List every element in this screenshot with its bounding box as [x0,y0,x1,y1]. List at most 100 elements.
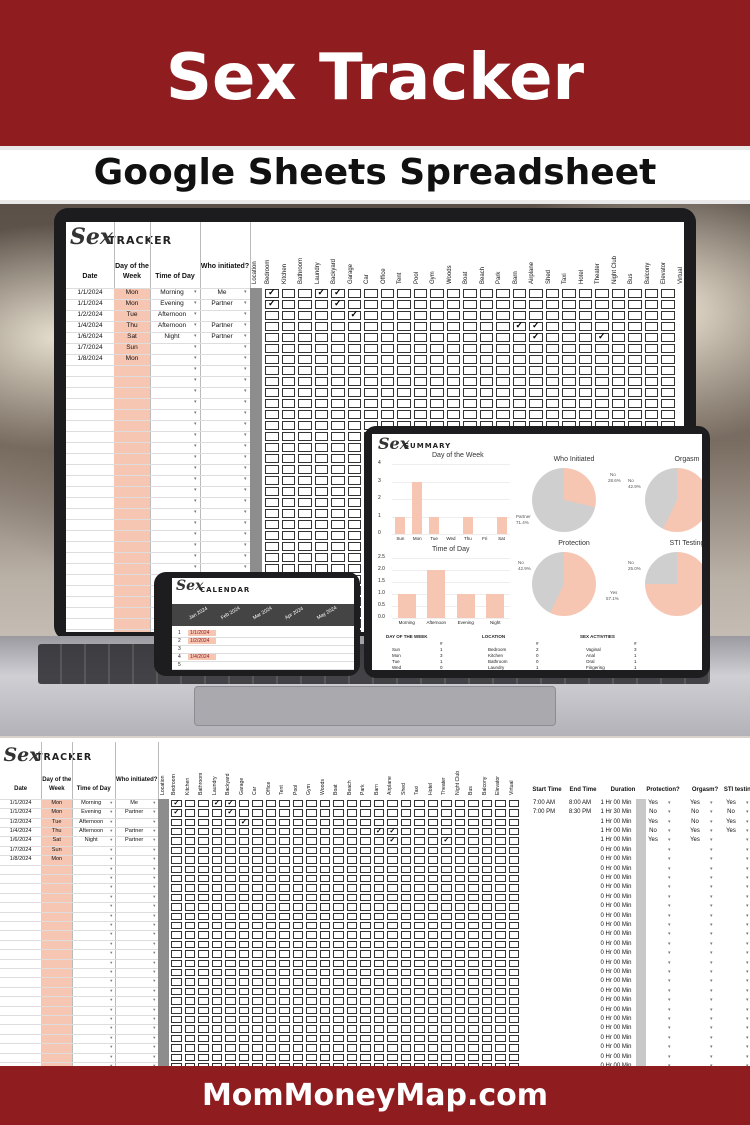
time-dropdown-arrow[interactable]: ▾ [194,531,197,537]
location-checkbox[interactable] [430,410,444,419]
location-checkbox[interactable] [512,355,526,364]
yes-no-dropdown[interactable]: ▾ [668,1053,671,1060]
location-checkbox[interactable] [292,1053,304,1061]
location-checkbox[interactable] [400,846,412,855]
location-checkbox[interactable] [225,959,236,967]
who-dropdown-arrow[interactable]: ▾ [244,399,247,405]
who-dropdown-arrow[interactable]: ▾ [244,432,247,438]
location-checkbox[interactable] [292,874,304,883]
location-checkbox[interactable] [252,827,263,836]
location-checkbox[interactable] [292,865,304,873]
location-checkbox[interactable] [529,366,543,375]
location-checkbox[interactable] [400,987,412,996]
location-checkbox[interactable] [298,520,312,529]
location-checkbox[interactable] [414,865,425,873]
location-checkbox[interactable] [333,940,344,949]
location-checkbox[interactable] [387,931,398,939]
location-checkbox[interactable] [281,410,295,419]
location-checkbox[interactable] [427,950,439,958]
location-checkbox[interactable] [265,399,279,408]
who-dropdown-arrow[interactable]: ▾ [153,912,156,918]
location-checkbox[interactable] [279,959,290,967]
location-checkbox[interactable] [184,837,196,845]
location-checkbox[interactable] [319,1044,331,1052]
yes-no-dropdown[interactable]: ▾ [710,865,713,872]
location-checkbox[interactable] [512,399,526,408]
location-checkbox[interactable] [346,1006,358,1014]
time-dropdown-arrow[interactable]: ▾ [194,300,197,306]
location-checkbox[interactable] [314,333,328,342]
location-checkbox[interactable] [333,809,344,817]
location-checkbox[interactable] [481,865,493,873]
location-checkbox[interactable] [387,1006,398,1014]
yes-no-dropdown[interactable]: ▾ [710,1044,713,1051]
location-checkbox[interactable] [400,903,412,911]
location-checkbox[interactable] [319,997,331,1005]
location-checkbox[interactable] [238,856,250,864]
who-dropdown-arrow[interactable]: ▾ [244,443,247,449]
yes-no-dropdown[interactable]: ▾ [710,987,713,994]
location-checkbox[interactable] [333,884,344,892]
location-checkbox[interactable] [661,399,675,408]
location-checkbox[interactable] [427,997,439,1005]
location-checkbox[interactable] [481,1044,493,1052]
location-checkbox[interactable] [252,1015,263,1024]
location-checkbox[interactable] [298,432,312,441]
location-checkbox[interactable] [661,311,675,320]
location-checkbox[interactable] [171,856,182,864]
location-checkbox[interactable] [508,968,520,977]
location-checkbox[interactable] [184,846,196,855]
location-checkbox[interactable] [495,884,506,892]
location-checkbox[interactable] [380,377,394,386]
location-checkbox[interactable] [347,410,361,419]
location-checkbox[interactable] [427,846,439,855]
location-checkbox[interactable] [427,968,439,977]
location-checkbox[interactable] [347,421,361,430]
location-checkbox[interactable] [414,884,425,892]
location-checkbox[interactable] [319,856,331,864]
location-checkbox[interactable] [430,399,444,408]
location-checkbox[interactable] [595,344,609,353]
location-checkbox[interactable] [454,931,466,939]
location-checkbox[interactable] [281,443,295,452]
who-dropdown-arrow[interactable]: ▾ [244,300,247,306]
time-dropdown-arrow[interactable]: ▾ [194,564,197,570]
location-checkbox[interactable] [380,399,394,408]
location-checkbox[interactable] [265,311,279,320]
time-dropdown-arrow[interactable]: ▾ [194,498,197,504]
location-checkbox[interactable] [508,827,520,836]
location-checkbox[interactable] [198,997,209,1005]
location-checkbox[interactable] [413,366,427,375]
location-checkbox[interactable] [529,289,543,298]
location-checkbox[interactable] [578,322,592,331]
yes-no-dropdown[interactable]: ▾ [668,874,671,881]
location-checkbox[interactable] [198,968,209,977]
location-checkbox[interactable] [331,298,345,309]
location-checkbox[interactable] [298,421,312,430]
yes-no-dropdown[interactable]: ▾ [746,809,749,816]
location-checkbox[interactable] [360,799,371,808]
location-checkbox[interactable] [481,799,493,808]
location-checkbox[interactable] [414,818,425,826]
who-dropdown-arrow[interactable]: ▾ [244,553,247,559]
who-dropdown-arrow[interactable]: ▾ [153,1034,156,1040]
location-checkbox[interactable] [495,1044,506,1052]
location-checkbox[interactable] [364,322,378,331]
location-checkbox[interactable] [360,1062,371,1066]
location-checkbox[interactable] [414,799,425,808]
location-checkbox[interactable] [184,856,196,864]
location-checkbox[interactable] [281,542,295,551]
location-checkbox[interactable] [360,959,371,967]
yes-no-dropdown[interactable]: ▾ [710,884,713,891]
location-checkbox[interactable] [562,366,576,375]
location-checkbox[interactable] [508,874,520,883]
location-checkbox[interactable] [252,903,263,911]
location-checkbox[interactable] [373,826,385,836]
location-checkbox[interactable] [446,355,460,364]
location-checkbox[interactable] [468,978,479,986]
location-checkbox[interactable] [578,388,592,397]
location-checkbox[interactable] [211,874,223,883]
location-checkbox[interactable] [397,322,411,331]
location-checkbox[interactable] [279,893,290,902]
location-checkbox[interactable] [446,300,460,309]
